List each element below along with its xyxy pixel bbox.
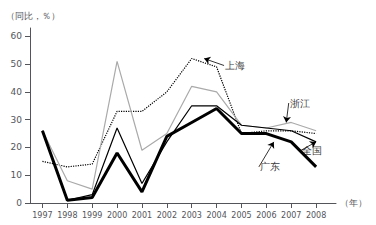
svg-text:2005: 2005 [231, 211, 251, 220]
svg-text:0: 0 [16, 198, 22, 208]
svg-text:50: 50 [11, 59, 23, 69]
svg-text:2002: 2002 [157, 211, 177, 220]
svg-text:2008: 2008 [306, 211, 326, 220]
svg-text:（同比，％）: （同比，％） [6, 11, 60, 21]
svg-text:2000: 2000 [107, 211, 127, 220]
svg-text:1999: 1999 [82, 211, 102, 220]
svg-text:30: 30 [11, 115, 23, 125]
svg-text:2006: 2006 [256, 211, 276, 220]
svg-text:20: 20 [11, 142, 23, 152]
svg-text:（年）: （年） [340, 198, 367, 208]
svg-text:1997: 1997 [32, 211, 52, 220]
svg-text:2004: 2004 [206, 211, 226, 220]
svg-text:2007: 2007 [281, 211, 301, 220]
svg-text:广东: 广东 [260, 161, 280, 172]
svg-text:2001: 2001 [132, 211, 152, 220]
svg-text:浙江: 浙江 [290, 98, 310, 109]
svg-text:40: 40 [11, 87, 23, 97]
svg-text:上海: 上海 [225, 60, 245, 71]
svg-text:1998: 1998 [57, 211, 77, 220]
svg-text:全国: 全国 [302, 145, 322, 156]
svg-text:2003: 2003 [182, 211, 202, 220]
svg-text:60: 60 [11, 31, 23, 41]
svg-text:10: 10 [11, 170, 23, 180]
